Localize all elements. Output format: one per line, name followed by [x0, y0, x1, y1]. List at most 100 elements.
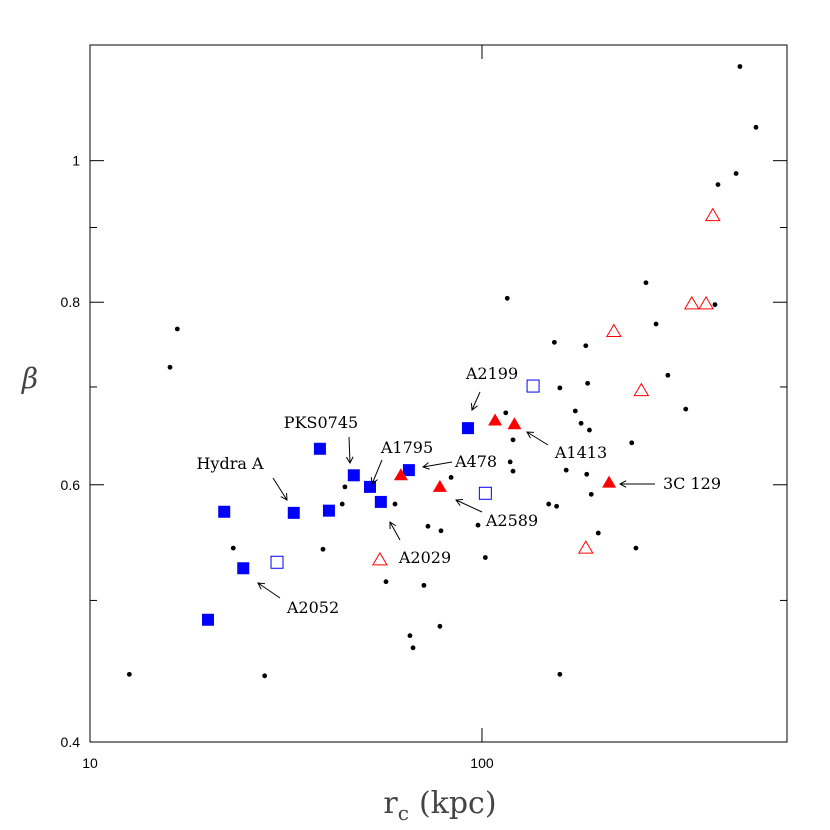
dot-point: [392, 501, 398, 507]
dot-point: [665, 372, 671, 378]
dot-point: [482, 555, 488, 560]
dot-point: [563, 467, 569, 473]
dot-point: [475, 522, 481, 528]
dot-point: [753, 124, 759, 130]
y-axis-label: β: [21, 362, 38, 395]
open-triangle-point: [698, 295, 714, 310]
dot-point: [425, 523, 431, 529]
annotation: A2029: [398, 548, 451, 567]
annotation: A2199: [465, 364, 518, 383]
dot-point: [167, 364, 173, 370]
dot-point: [407, 633, 413, 639]
dot-point: [320, 546, 326, 552]
y-tick-label: 0.6: [61, 477, 81, 493]
annotation-arrow: [618, 480, 655, 488]
square-point: [402, 464, 415, 477]
x-axis-label: rc (kpc): [383, 786, 496, 825]
y-tick-label: 1: [72, 153, 80, 169]
square-point: [364, 480, 377, 493]
dot-point: [629, 440, 635, 446]
dot-point: [733, 171, 739, 176]
annotation-arrow: [526, 431, 549, 446]
square-point: [237, 562, 250, 575]
dot-point: [557, 671, 563, 677]
annotation-arrow: [455, 499, 483, 513]
annotation: 3C 129: [663, 474, 721, 493]
open-square-point: [270, 555, 284, 569]
triangle-point: [393, 468, 408, 481]
triangle-point: [602, 475, 617, 488]
dot-point: [572, 408, 578, 414]
dot-point: [174, 326, 180, 332]
dot-point: [595, 530, 601, 536]
dot-point: [588, 491, 594, 497]
dot-point: [230, 545, 236, 551]
square-point: [461, 422, 474, 435]
annotation-arrow: [370, 459, 383, 485]
square-point: [313, 442, 326, 455]
dot-point: [339, 501, 345, 507]
open-triangle-point: [704, 207, 721, 222]
open-triangle-point: [683, 295, 700, 310]
dot-point: [126, 671, 132, 677]
annotation: A478: [454, 452, 497, 471]
annotation-arrow: [272, 477, 288, 501]
annotation-arrow: [470, 391, 481, 411]
open-triangle-point: [372, 551, 388, 566]
x-label-unit: (kpc): [419, 786, 497, 821]
dot-point: [448, 474, 454, 480]
open-triangle-point: [577, 540, 594, 554]
square-point: [201, 613, 214, 626]
annotation: PKS0745: [284, 413, 358, 432]
dot-point: [551, 339, 557, 345]
dot-point: [557, 385, 563, 391]
annotation-arrow: [257, 582, 281, 599]
dot-point: [410, 645, 416, 651]
x-label-main: r: [383, 786, 398, 821]
dot-point: [507, 459, 513, 465]
triangle-point: [488, 413, 503, 426]
dot-point: [421, 582, 427, 588]
dot-point: [715, 182, 721, 187]
annotation-arrow: [421, 461, 453, 470]
triangle-point: [507, 417, 522, 430]
dot-point: [583, 343, 589, 349]
x-label-sub: c: [398, 801, 409, 825]
open-triangle-point: [605, 323, 622, 337]
open-triangle-point: [633, 382, 650, 397]
dot-point: [510, 468, 516, 474]
dot-point: [584, 471, 590, 477]
dot-point: [342, 484, 348, 490]
dot-point: [504, 295, 510, 301]
dot-point: [383, 579, 389, 585]
annotation-arrow: [389, 521, 401, 541]
square-point: [347, 469, 360, 482]
square-point: [322, 504, 335, 517]
annotation: Hydra A: [196, 454, 264, 473]
dot-point: [653, 321, 659, 327]
plot-frame: [89, 44, 788, 743]
dot-point: [633, 545, 639, 551]
open-square-point: [526, 379, 540, 393]
annotation: A2052: [286, 598, 339, 617]
dot-point: [712, 302, 718, 308]
dot-point: [438, 528, 444, 534]
dot-point: [683, 406, 689, 412]
dot-point: [510, 437, 516, 443]
y-tick-label: 0.8: [61, 294, 81, 310]
dot-point: [585, 380, 591, 386]
dot-point: [554, 503, 559, 509]
dot-point: [587, 427, 592, 433]
square-point: [374, 495, 387, 508]
x-tick-label: 100: [470, 755, 494, 771]
dot-point: [437, 623, 443, 629]
annotation: A1795: [380, 438, 433, 457]
square-point: [287, 506, 300, 519]
dot-point: [737, 64, 743, 69]
dot-point: [578, 420, 584, 426]
annotation: A2589: [485, 511, 538, 530]
dot-point: [546, 501, 552, 507]
dot-point: [643, 280, 649, 286]
dot-point: [262, 673, 268, 679]
